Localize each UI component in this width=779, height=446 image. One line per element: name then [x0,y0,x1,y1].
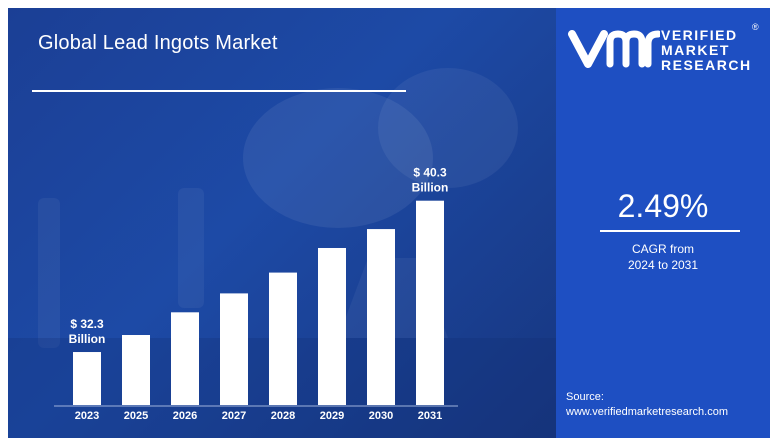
bar-2031 [416,200,444,405]
bar-2029 [318,247,346,405]
registered-mark: ® [752,22,759,32]
bar-2030 [367,229,395,405]
x-tick-label: 2025 [124,410,148,422]
bar-2025 [122,335,150,405]
bar-2028 [269,272,297,405]
cagr-value: 2.49% [617,188,709,224]
brand-line-1: VERIFIED [661,27,738,43]
x-tick-label: 2023 [75,410,99,422]
summary-panel: VERIFIED MARKET RESEARCH ® 2.49% CAGR fr… [556,8,770,438]
brand-name: VERIFIED MARKET RESEARCH [661,28,752,73]
x-tick-label: 2028 [271,410,295,422]
cagr-label-line-1: CAGR from [631,242,694,256]
bar-2027 [220,293,248,405]
x-tick-label: 2030 [369,410,393,422]
brand-line-3: RESEARCH [661,57,752,73]
brand-line-2: MARKET [661,42,730,58]
vmr-logo-icon [568,30,660,68]
bar-chart: 2023 2025 2026 2027 2028 2029 2030 2031$ 32.3Bi… [54,166,458,422]
x-tick-label: 2027 [222,410,246,422]
x-tick-label: 2029 [320,410,344,422]
infographic: Global Lead Ingots Market 2023 2025 2026 20… [8,8,770,438]
chart-panel: Global Lead Ingots Market 2023 2025 2026 20… [8,8,556,438]
x-tick-label: 2031 [418,410,442,422]
source-label: Source: [566,391,604,403]
cagr-divider [600,230,740,232]
data-label-unit: Billion [412,181,449,195]
bar-2023 [73,352,101,405]
cagr-label-line-2: 2024 to 2031 [627,258,699,272]
chart-title: Global Lead Ingots Market [38,32,278,54]
source-note: Source: www.verifiedmarketresearch.com [566,390,728,420]
x-tick-label: 2026 [173,410,197,422]
bar-2026 [171,312,199,405]
data-label-value: $ 32.3 [70,317,104,331]
source-url: www.verifiedmarketresearch.com [566,406,728,418]
data-label-value: $ 40.3 [413,166,447,180]
cagr-label: CAGR from 2024 to 2031 [556,241,770,273]
title-underline [32,90,406,92]
data-label-unit: Billion [69,332,106,346]
